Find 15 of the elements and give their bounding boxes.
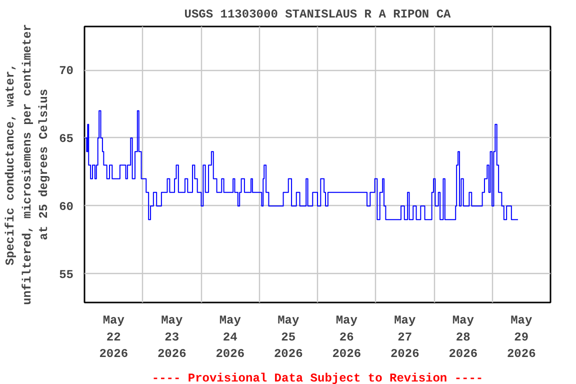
text: ---- Provisional Data Subject to Revision ----	[152, 372, 484, 384]
x-tick-label: May 24 2026	[216, 314, 245, 362]
y-tick-label: 65	[59, 132, 74, 146]
y-tick-label: 60	[59, 200, 74, 214]
x-tick-label: May 22 2026	[99, 314, 128, 362]
x-tick-label: May 27 2026	[390, 314, 420, 362]
x-tick-label: May 29 2026	[506, 314, 536, 362]
x-tick-label: May 28 2026	[448, 314, 478, 362]
x-tick-label: May 25 2026	[274, 314, 303, 362]
y-tick-label: 55	[59, 268, 74, 282]
x-tick-label: May 23 2026	[157, 314, 186, 362]
y-tick-label: 70	[59, 64, 74, 78]
y-axis-title: Specific conductance, water, unfiltered, microsiemens per centimeter at 25 degrees Celsius	[4, 24, 52, 305]
chart-title: USGS 11303000 STANISLAUS R A RIPON CA	[184, 8, 452, 22]
x-tick-label: May 26 2026	[332, 314, 362, 362]
